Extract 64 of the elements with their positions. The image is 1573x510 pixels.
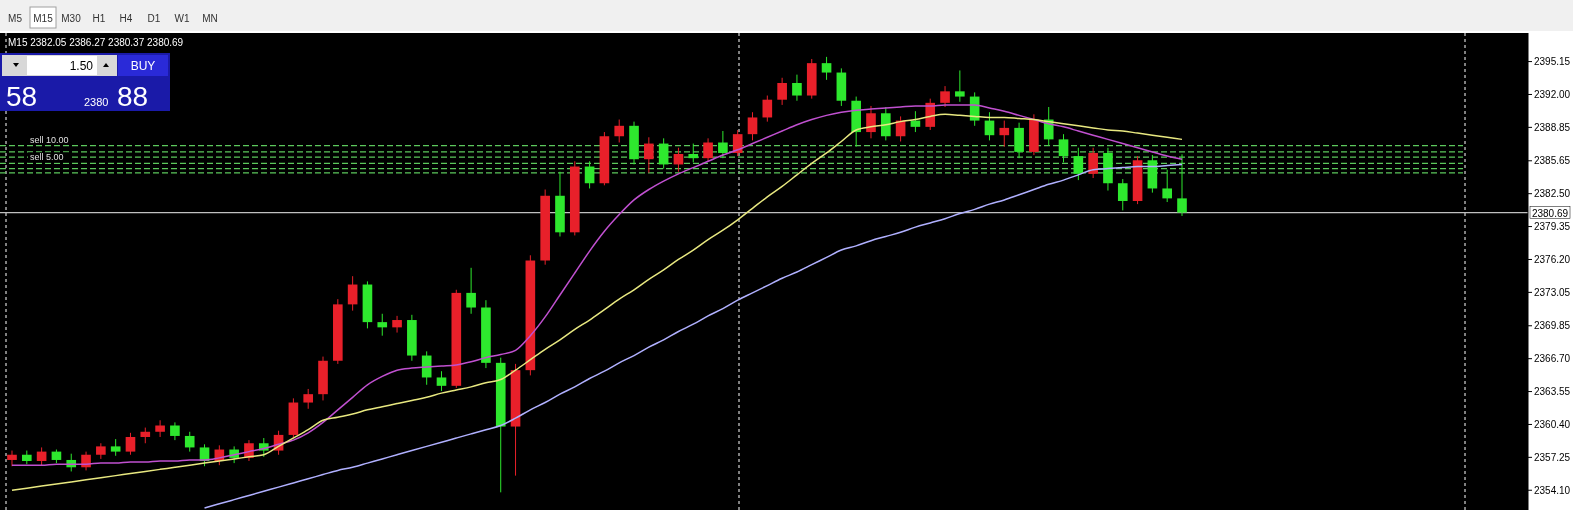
annotation: 88 bbox=[117, 81, 149, 112]
candlestick bbox=[1073, 147, 1084, 181]
y-tick-label: 2388.85 bbox=[1534, 121, 1571, 133]
y-tick-label: 2373.05 bbox=[1534, 286, 1571, 298]
y-tick-label: 2395.15 bbox=[1534, 56, 1571, 68]
candlestick bbox=[718, 130, 728, 159]
y-tick-label: 2379.35 bbox=[1534, 221, 1571, 233]
candlestick bbox=[125, 432, 136, 456]
text: H4 bbox=[119, 13, 133, 24]
text: M30 bbox=[61, 13, 82, 24]
candlestick bbox=[999, 120, 1010, 148]
y-tick-label: 2392.00 bbox=[1534, 88, 1571, 100]
candlestick bbox=[614, 119, 625, 144]
text: MN bbox=[202, 13, 218, 24]
ref-line-label: sell 10.00 bbox=[30, 134, 69, 145]
candlestick bbox=[940, 85, 950, 108]
y-tick-label: 2357.25 bbox=[1534, 451, 1571, 463]
candlestick bbox=[303, 388, 314, 410]
candlestick bbox=[821, 56, 832, 81]
candlestick bbox=[910, 110, 921, 133]
y-tick-label: 2385.65 bbox=[1534, 155, 1571, 167]
candlestick bbox=[955, 69, 965, 103]
candlestick bbox=[688, 143, 699, 163]
y-tick-label: 2366.70 bbox=[1534, 353, 1571, 365]
candlestick bbox=[777, 77, 787, 106]
annotation: 58 bbox=[6, 81, 38, 112]
text: M15 bbox=[33, 13, 54, 24]
annotation: 1.50 bbox=[69, 59, 94, 73]
y-tick-label: 2354.10 bbox=[1534, 484, 1571, 496]
text: D1 bbox=[147, 13, 161, 24]
candlestick bbox=[644, 136, 654, 174]
text: M5 bbox=[8, 13, 23, 24]
candlestick bbox=[377, 313, 388, 337]
annotation: M15 2382.05 2386.27 2380.37 2380.69 bbox=[8, 37, 184, 48]
candlestick bbox=[1058, 133, 1069, 163]
annotation: 2380 bbox=[84, 96, 109, 108]
y-tick-label: 2363.55 bbox=[1534, 386, 1571, 398]
ref-line-label: 2380.69 bbox=[1531, 207, 1569, 219]
candlestick bbox=[466, 267, 476, 315]
candlestick bbox=[7, 450, 17, 467]
ref-line-label: sell 5.00 bbox=[30, 152, 64, 163]
candlestick bbox=[866, 105, 876, 139]
candlestick bbox=[1088, 147, 1098, 179]
annotation: BUY bbox=[130, 59, 156, 73]
y-tick-label: 2382.50 bbox=[1534, 188, 1571, 200]
candlestick bbox=[436, 370, 447, 392]
candlestick bbox=[392, 315, 402, 334]
y-tick-label: 2376.20 bbox=[1534, 253, 1571, 265]
candlestick bbox=[1177, 153, 1187, 217]
text: H1 bbox=[92, 13, 106, 24]
y-tick-label: 2360.40 bbox=[1534, 418, 1571, 430]
y-tick-label: 2369.85 bbox=[1534, 320, 1571, 332]
candlestick bbox=[880, 106, 891, 141]
candlestick bbox=[155, 419, 165, 438]
candlestick bbox=[732, 129, 743, 157]
candlestick bbox=[703, 137, 713, 162]
candlestick bbox=[184, 431, 195, 453]
candlestick bbox=[347, 275, 358, 312]
candlestick bbox=[658, 137, 669, 170]
text: W1 bbox=[174, 13, 190, 24]
candlestick bbox=[1162, 169, 1173, 203]
candlestick bbox=[792, 74, 802, 102]
candlestick bbox=[747, 111, 758, 141]
candlestick bbox=[1117, 178, 1128, 211]
